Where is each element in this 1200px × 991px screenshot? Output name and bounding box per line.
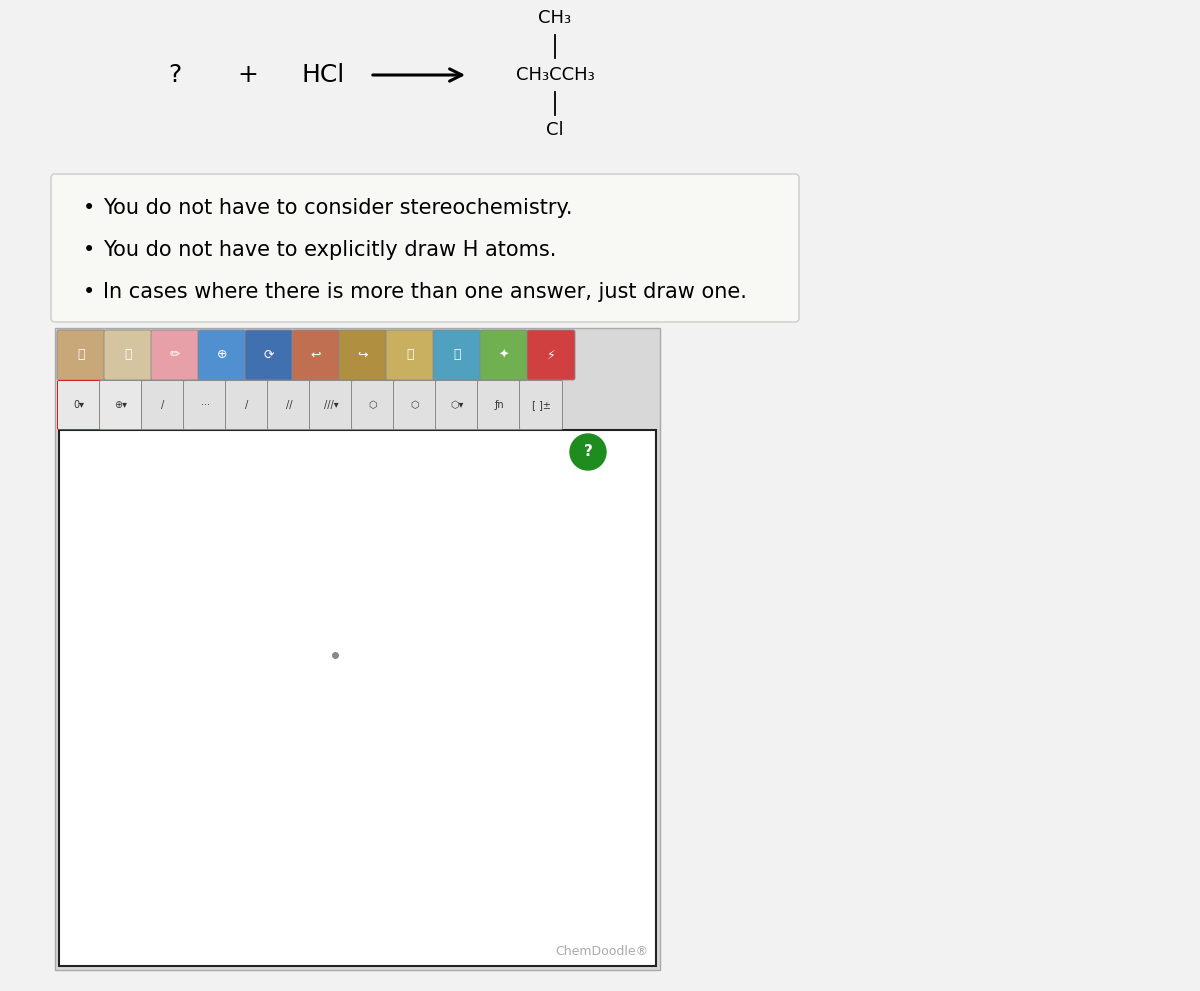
FancyBboxPatch shape xyxy=(58,381,101,429)
Text: ⊕: ⊕ xyxy=(217,349,227,362)
Text: In cases where there is more than one answer, just draw one.: In cases where there is more than one an… xyxy=(103,282,746,302)
Text: 🔍: 🔍 xyxy=(454,349,461,362)
Text: CH₃: CH₃ xyxy=(539,9,571,27)
FancyBboxPatch shape xyxy=(226,381,269,429)
FancyBboxPatch shape xyxy=(151,330,199,380)
Text: ···: ··· xyxy=(200,400,210,410)
Text: ✦: ✦ xyxy=(499,349,509,362)
FancyBboxPatch shape xyxy=(520,381,563,429)
Text: +: + xyxy=(238,63,258,87)
FancyBboxPatch shape xyxy=(245,330,293,380)
Text: ⟳: ⟳ xyxy=(264,349,275,362)
FancyBboxPatch shape xyxy=(340,330,386,380)
Text: ?: ? xyxy=(583,445,593,460)
Text: /: / xyxy=(161,400,164,410)
FancyBboxPatch shape xyxy=(55,328,660,970)
Text: //: // xyxy=(286,400,293,410)
Text: ⚡: ⚡ xyxy=(547,349,556,362)
FancyBboxPatch shape xyxy=(100,381,143,429)
Text: ↩: ↩ xyxy=(311,349,322,362)
FancyBboxPatch shape xyxy=(59,430,656,966)
Text: ⬡: ⬡ xyxy=(410,400,419,410)
Text: ?: ? xyxy=(168,63,181,87)
Text: ✋: ✋ xyxy=(77,349,85,362)
Text: ⬡▾: ⬡▾ xyxy=(450,400,463,410)
FancyBboxPatch shape xyxy=(104,330,152,380)
FancyBboxPatch shape xyxy=(58,330,106,380)
FancyBboxPatch shape xyxy=(50,174,799,322)
Text: ChemDoodle®: ChemDoodle® xyxy=(554,945,648,958)
Text: /: / xyxy=(245,400,248,410)
FancyBboxPatch shape xyxy=(292,330,340,380)
Text: ⬡: ⬡ xyxy=(368,400,377,410)
Text: •: • xyxy=(83,282,95,302)
Text: You do not have to consider stereochemistry.: You do not have to consider stereochemis… xyxy=(103,198,572,218)
FancyBboxPatch shape xyxy=(198,330,246,380)
FancyBboxPatch shape xyxy=(142,381,185,429)
FancyBboxPatch shape xyxy=(268,381,311,429)
Text: CH₃CCH₃: CH₃CCH₃ xyxy=(516,66,594,84)
Text: You do not have to explicitly draw H atoms.: You do not have to explicitly draw H ato… xyxy=(103,240,557,260)
Text: •: • xyxy=(83,240,95,260)
Text: ✏: ✏ xyxy=(169,349,180,362)
Circle shape xyxy=(570,434,606,470)
FancyBboxPatch shape xyxy=(478,381,521,429)
FancyBboxPatch shape xyxy=(386,330,434,380)
FancyBboxPatch shape xyxy=(352,381,395,429)
Text: 📋: 📋 xyxy=(125,349,132,362)
FancyBboxPatch shape xyxy=(480,330,528,380)
FancyBboxPatch shape xyxy=(436,381,479,429)
Text: ⊕▾: ⊕▾ xyxy=(114,400,127,410)
FancyBboxPatch shape xyxy=(310,381,353,429)
Text: 0▾: 0▾ xyxy=(73,400,84,410)
FancyBboxPatch shape xyxy=(184,381,227,429)
Text: [ ]±: [ ]± xyxy=(532,400,551,410)
Text: HCl: HCl xyxy=(301,63,344,87)
Text: •: • xyxy=(83,198,95,218)
Text: ↪: ↪ xyxy=(358,349,368,362)
Text: ///▾: ///▾ xyxy=(324,400,338,410)
Text: ƒn: ƒn xyxy=(494,400,504,410)
Text: 🔍: 🔍 xyxy=(407,349,414,362)
Text: Cl: Cl xyxy=(546,121,564,139)
FancyBboxPatch shape xyxy=(394,381,437,429)
FancyBboxPatch shape xyxy=(527,330,575,380)
FancyBboxPatch shape xyxy=(433,330,481,380)
